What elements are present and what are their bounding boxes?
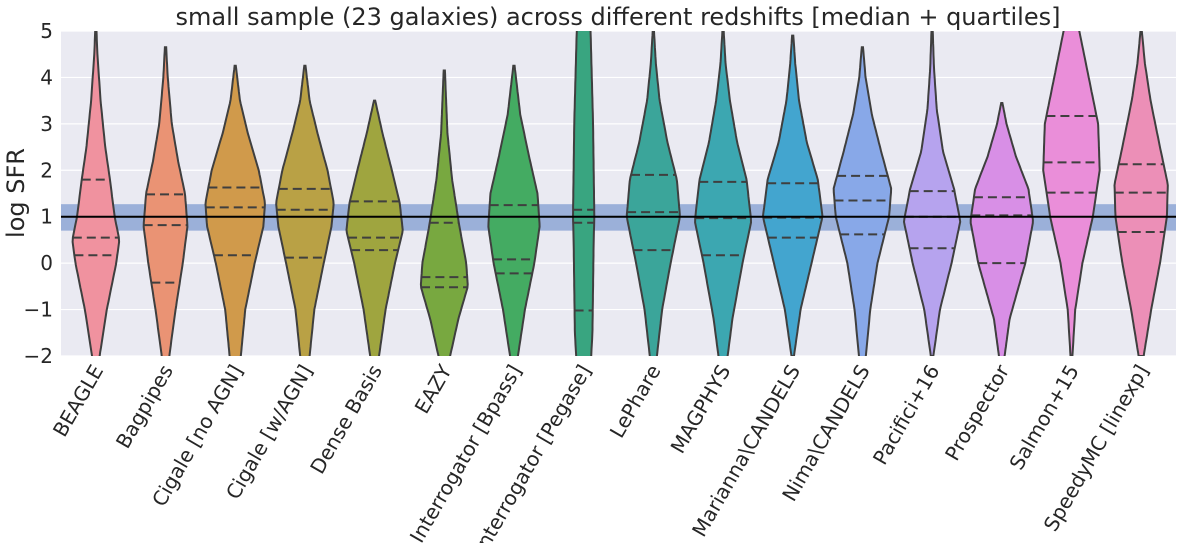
y-axis-label: log SFR bbox=[2, 148, 30, 238]
y-tick-label: 4 bbox=[40, 65, 53, 89]
chart-title: small sample (23 galaxies) across differ… bbox=[176, 3, 1061, 31]
x-tick-label: MAGPHYS bbox=[666, 361, 736, 458]
x-tick-label: Prospector bbox=[940, 360, 1014, 465]
x-tick-label: Salmon+15 bbox=[1004, 361, 1083, 474]
y-tick-label: 2 bbox=[40, 158, 53, 182]
y-tick-label: 5 bbox=[40, 19, 53, 43]
violin-7 bbox=[573, 0, 594, 379]
x-tick-label: LePhare bbox=[605, 361, 666, 442]
x-tick-label: EAZY bbox=[410, 360, 457, 418]
x-tick-label: BEAGLE bbox=[48, 361, 108, 441]
y-tick-label: −2 bbox=[24, 344, 53, 368]
x-tick-label: Dense Basis bbox=[305, 361, 387, 479]
y-tick-label: 3 bbox=[40, 112, 53, 136]
y-tick-label: −1 bbox=[24, 298, 53, 322]
x-tick-label: Bagpipes bbox=[111, 361, 178, 453]
violin-body bbox=[573, 0, 594, 379]
y-tick-label: 0 bbox=[40, 251, 53, 275]
y-tick-label: 1 bbox=[40, 205, 53, 229]
x-tick-label: Interrogator [Pegase] bbox=[469, 361, 596, 544]
x-tick-label: Pacifici+16 bbox=[868, 361, 944, 469]
